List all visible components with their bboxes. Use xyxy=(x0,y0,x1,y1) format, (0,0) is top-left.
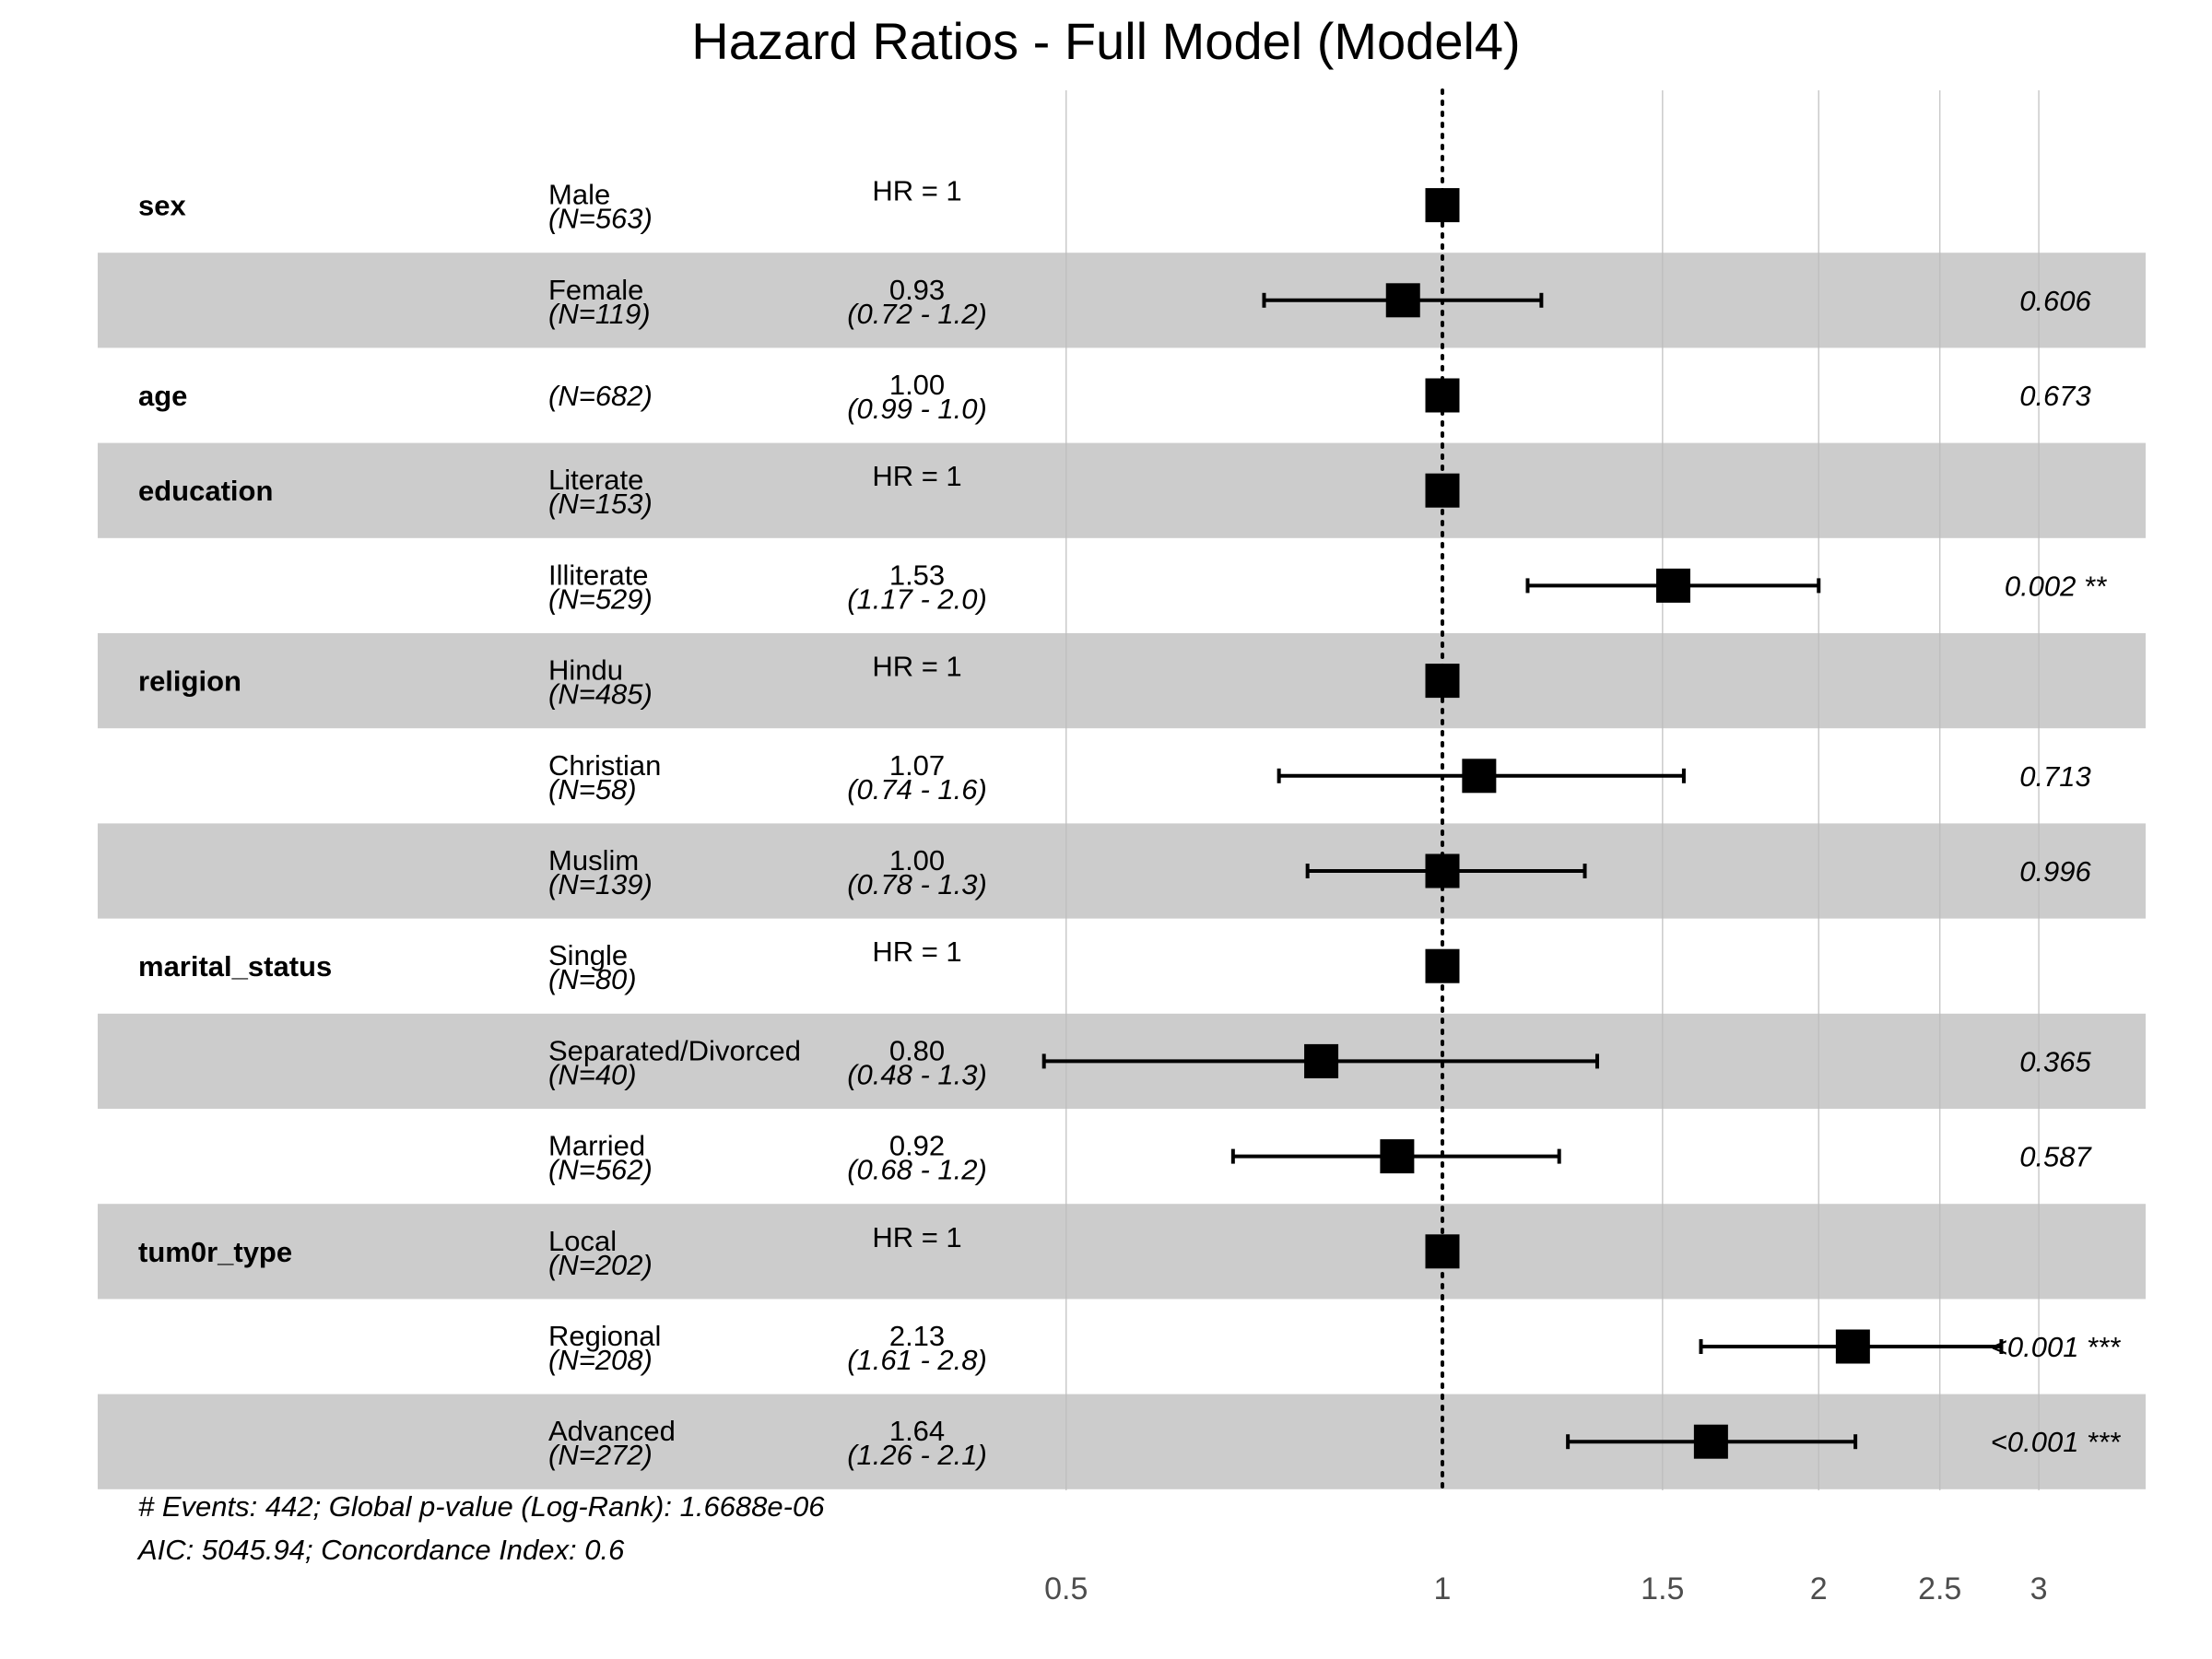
n-label: (N=485) xyxy=(548,678,653,711)
variable-label: tum0r_type xyxy=(138,1236,292,1268)
n-label: (N=119) xyxy=(548,298,651,330)
n-label: (N=139) xyxy=(548,868,653,900)
variable-label: religion xyxy=(138,665,241,698)
p-value: <0.001 *** xyxy=(1991,1331,2121,1363)
n-label: (N=562) xyxy=(548,1154,653,1186)
hr-value: 2.13 xyxy=(889,1320,945,1352)
level-label: Married xyxy=(548,1130,645,1162)
hr-value: 1.64 xyxy=(889,1415,945,1447)
hr-point xyxy=(1425,853,1460,888)
hr-point xyxy=(1693,1424,1728,1459)
hr-point xyxy=(1425,378,1460,413)
p-value: 0.673 xyxy=(2019,380,2091,412)
p-value: <0.001 *** xyxy=(1991,1426,2121,1458)
hr-value: 0.80 xyxy=(889,1034,945,1066)
n-label: (N=208) xyxy=(548,1344,653,1376)
n-label: (N=682) xyxy=(548,380,653,412)
p-value: 0.713 xyxy=(2019,760,2091,793)
level-label: Single xyxy=(548,939,628,971)
hr-value: 0.93 xyxy=(889,274,945,306)
row-band xyxy=(98,633,2146,729)
x-tick-label: 2.5 xyxy=(1918,1571,1961,1606)
hr-point xyxy=(1655,568,1690,603)
hr-point xyxy=(1835,1329,1870,1364)
hr-point xyxy=(1425,948,1460,983)
p-value: 0.365 xyxy=(2019,1045,2091,1077)
ci-value: (0.72 - 1.2) xyxy=(847,298,987,330)
x-tick-label: 1.5 xyxy=(1641,1571,1684,1606)
x-tick-label: 2 xyxy=(1810,1571,1828,1606)
variable-label: education xyxy=(138,475,273,507)
level-label: Advanced xyxy=(548,1415,676,1447)
hr-point xyxy=(1425,1234,1460,1269)
level-label: Literate xyxy=(548,464,643,496)
hr-reference: HR = 1 xyxy=(872,175,961,207)
grid-lines xyxy=(1065,90,2040,1490)
x-tick-label: 3 xyxy=(2030,1571,2048,1606)
hr-point xyxy=(1385,283,1420,318)
hr-point xyxy=(1425,664,1460,699)
hr-point xyxy=(1462,759,1497,794)
hr-reference: HR = 1 xyxy=(872,460,961,492)
level-label: Male xyxy=(548,179,610,211)
n-label: (N=529) xyxy=(548,582,653,615)
hr-value: 1.00 xyxy=(889,844,945,877)
n-label: (N=58) xyxy=(548,773,637,806)
level-label: Illiterate xyxy=(548,559,649,591)
n-label: (N=202) xyxy=(548,1249,653,1281)
n-label: (N=80) xyxy=(548,963,637,995)
p-value: 0.587 xyxy=(2019,1141,2092,1173)
hazard-marks xyxy=(1041,188,2004,1459)
p-value: 0.606 xyxy=(2019,285,2091,317)
row-labels: sex Male(N=563)HR = 1Female(N=119)0.93(0.… xyxy=(138,175,2121,1472)
x-axis-ticks: 0.5 1 1.5 2 2.5 3 xyxy=(1044,1571,2047,1606)
ci-value: (0.68 - 1.2) xyxy=(847,1154,987,1186)
ci-value: (0.48 - 1.3) xyxy=(847,1058,987,1090)
row-band xyxy=(98,442,2146,538)
footnote-events: # Events: 442; Global p-value (Log-Rank)… xyxy=(138,1490,825,1523)
hr-value: 1.53 xyxy=(889,559,945,591)
ci-value: (0.99 - 1.0) xyxy=(847,393,987,425)
chart-title: Hazard Ratios - Full Model (Model4) xyxy=(691,12,1521,70)
hr-point xyxy=(1380,1139,1415,1174)
x-tick-label: 0.5 xyxy=(1044,1571,1088,1606)
hr-value: 0.92 xyxy=(889,1130,945,1162)
hr-reference: HR = 1 xyxy=(872,1221,961,1253)
variable-label: sex xyxy=(138,190,186,222)
level-label: Local xyxy=(548,1225,617,1257)
row-band xyxy=(98,1204,2146,1300)
variable-label: age xyxy=(138,380,187,412)
n-label: (N=40) xyxy=(548,1058,637,1090)
p-value: 0.002 ** xyxy=(2005,570,2107,602)
n-label: (N=272) xyxy=(548,1439,653,1471)
row-band xyxy=(98,253,2146,348)
level-label: Regional xyxy=(548,1320,661,1352)
hr-point xyxy=(1304,1043,1339,1078)
row-band xyxy=(98,823,2146,919)
hr-reference: HR = 1 xyxy=(872,935,961,968)
level-label: Female xyxy=(548,274,643,306)
hr-reference: HR = 1 xyxy=(872,651,961,683)
ci-value: (1.17 - 2.0) xyxy=(847,582,987,615)
hr-value: 1.07 xyxy=(889,749,945,782)
n-label: (N=563) xyxy=(548,203,653,235)
level-label: Christian xyxy=(548,749,661,782)
footnote-aic: AIC: 5045.94; Concordance Index: 0.6 xyxy=(138,1534,625,1566)
ci-value: (0.78 - 1.3) xyxy=(847,868,987,900)
row-bands xyxy=(98,253,2146,1489)
level-label: Separated/Divorced xyxy=(548,1034,801,1066)
hr-point xyxy=(1425,473,1460,508)
ci-value: (1.26 - 2.1) xyxy=(847,1439,987,1471)
n-label: (N=153) xyxy=(548,488,653,520)
hr-value: 1.00 xyxy=(889,369,945,401)
level-label: Hindu xyxy=(548,654,623,687)
hr-point xyxy=(1425,188,1460,223)
level-label: Muslim xyxy=(548,844,639,877)
ci-value: (0.74 - 1.6) xyxy=(847,773,987,806)
ci-value: (1.61 - 2.8) xyxy=(847,1344,987,1376)
p-value: 0.996 xyxy=(2019,855,2091,888)
variable-label: marital_status xyxy=(138,950,332,982)
x-tick-label: 1 xyxy=(1434,1571,1452,1606)
